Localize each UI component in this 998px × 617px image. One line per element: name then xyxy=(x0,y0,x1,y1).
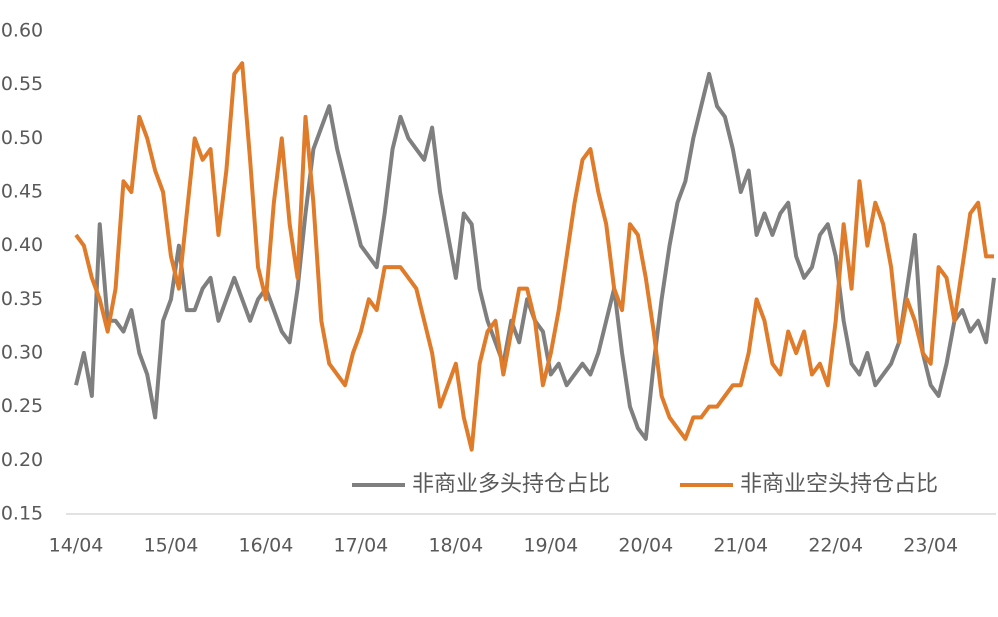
x-tick-label: 17/04 xyxy=(334,535,389,557)
x-tick-label: 19/04 xyxy=(523,535,578,557)
y-tick-label: 0.55 xyxy=(1,73,43,95)
y-tick-label: 0.20 xyxy=(1,449,43,471)
series-line xyxy=(74,61,994,452)
y-tick-label: 0.30 xyxy=(1,342,43,364)
x-tick-label: 22/04 xyxy=(808,535,863,557)
x-tick-label: 21/04 xyxy=(713,535,768,557)
y-tick-label: 0.40 xyxy=(1,234,43,256)
y-tick-label: 0.50 xyxy=(1,127,43,149)
x-tick-label: 18/04 xyxy=(428,535,483,557)
y-tick-label: 0.60 xyxy=(1,20,43,42)
x-tick-label: 23/04 xyxy=(903,535,958,557)
y-tick-label: 0.45 xyxy=(1,181,43,203)
series-line xyxy=(74,71,996,441)
y-tick-label: 0.15 xyxy=(1,503,43,525)
legend-label: 非商业空头持仓占比 xyxy=(740,472,938,497)
x-tick-label: 20/04 xyxy=(618,535,673,557)
x-tick-label: 16/04 xyxy=(239,535,294,557)
x-tick-label: 15/04 xyxy=(144,535,199,557)
legend-label: 非商业多头持仓占比 xyxy=(412,472,610,497)
y-tick-label: 0.25 xyxy=(1,395,43,417)
x-tick-label: 14/04 xyxy=(49,535,104,557)
y-tick-label: 0.35 xyxy=(1,288,43,310)
